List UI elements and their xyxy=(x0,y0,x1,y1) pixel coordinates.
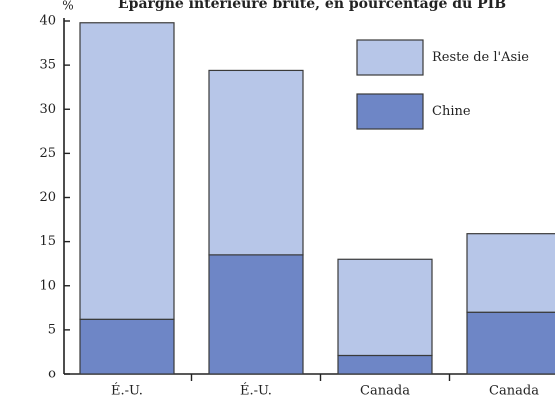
legend-label: Reste de l'Asie xyxy=(432,50,529,65)
y-tick-label: 35 xyxy=(39,58,56,73)
y-tick-label: o xyxy=(48,367,56,382)
category-label: É.-U. xyxy=(111,383,143,399)
chart-title: Épargne intérieure brute, en pourcentage… xyxy=(118,0,506,12)
bar-segment xyxy=(79,22,175,320)
category-label: É.-U. xyxy=(240,383,272,399)
y-tick-label: 20 xyxy=(39,190,56,205)
bar-segment xyxy=(466,233,555,313)
y-tick-label: 25 xyxy=(39,146,56,161)
category-labels: É.-U. É.-U. Canada Canada xyxy=(111,383,539,399)
bar-segment xyxy=(466,311,555,375)
legend: Reste de l'Asie Chine xyxy=(356,39,529,130)
legend-swatch xyxy=(356,39,424,76)
y-unit-label: % xyxy=(62,0,73,13)
bars xyxy=(79,22,555,375)
bar-segment xyxy=(79,318,175,375)
y-tick-label: 15 xyxy=(39,234,56,249)
bar-segment xyxy=(208,69,304,256)
bar-segment xyxy=(337,354,433,375)
y-tick-label: 40 xyxy=(39,14,56,29)
bar-segment xyxy=(337,258,433,357)
legend-label: Chine xyxy=(432,104,471,119)
y-tick-label: 10 xyxy=(39,278,56,293)
legend-swatch xyxy=(356,93,424,130)
category-label: Canada xyxy=(489,384,539,399)
category-label: Canada xyxy=(360,384,410,399)
y-tick-label: 5 xyxy=(48,322,56,337)
y-tick-label: 30 xyxy=(39,102,56,117)
bar-segment xyxy=(208,254,304,375)
